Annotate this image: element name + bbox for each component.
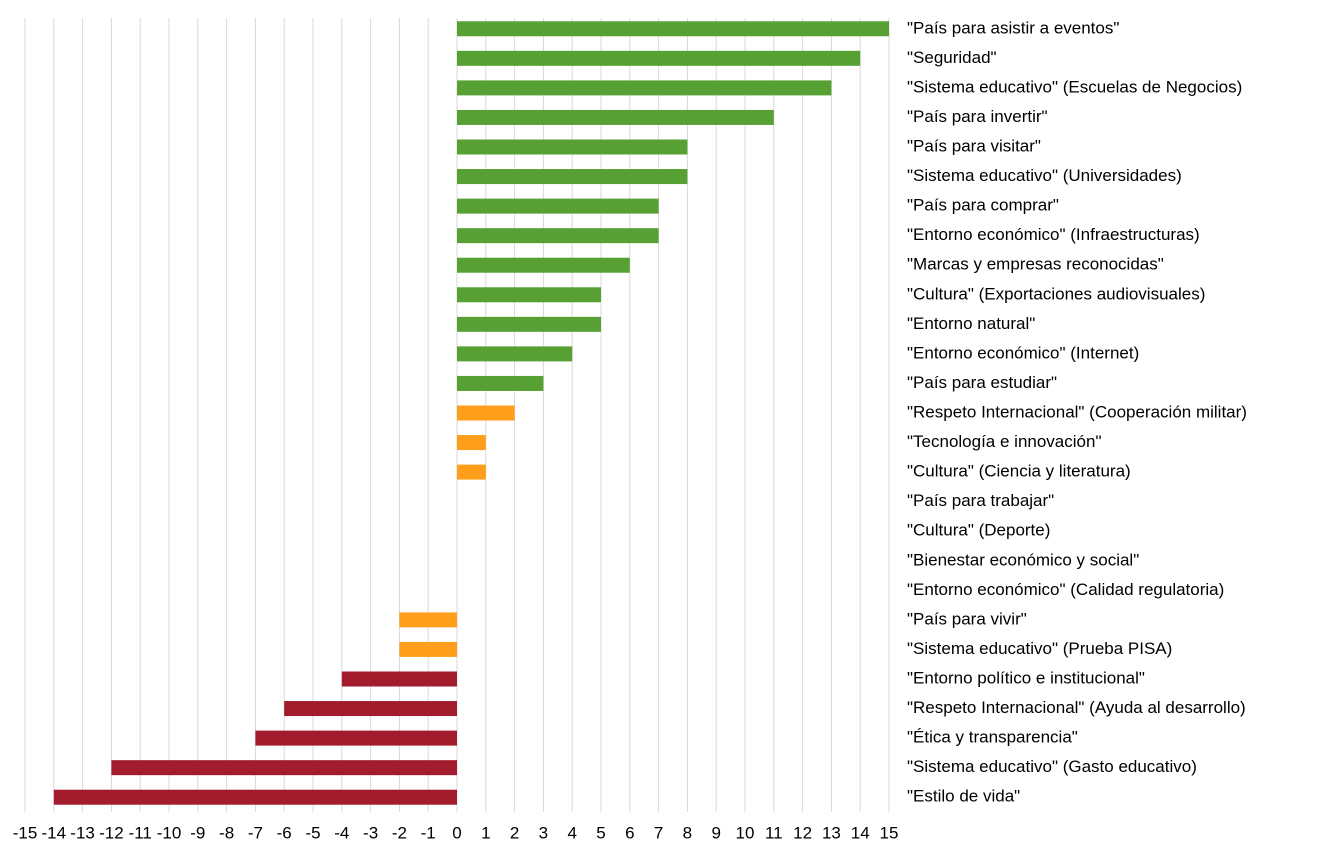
x-tick-label: 12	[793, 823, 812, 842]
bar	[457, 375, 544, 391]
x-tick-label: -5	[305, 823, 320, 842]
category-label: "Entorno político e institucional"	[907, 668, 1145, 687]
category-label: "País para vivir"	[907, 609, 1027, 628]
bar	[457, 287, 601, 303]
x-tick-label: -9	[190, 823, 205, 842]
category-label: "Ética y transparencia"	[907, 728, 1078, 747]
bar	[255, 730, 457, 746]
x-tick-label: 6	[625, 823, 634, 842]
x-tick-label: -2	[392, 823, 407, 842]
x-tick-label: 5	[596, 823, 605, 842]
bar	[457, 346, 573, 362]
bar	[53, 789, 458, 805]
x-tick-label: 3	[539, 823, 548, 842]
x-tick-label: -7	[248, 823, 263, 842]
x-tick-label: 9	[711, 823, 720, 842]
bar	[399, 641, 457, 657]
x-tick-label: 11	[765, 823, 783, 842]
category-label: "Estilo de vida"	[907, 787, 1020, 806]
x-tick-label: 15	[880, 823, 899, 842]
bar	[457, 464, 486, 480]
category-label: "País para visitar"	[907, 136, 1041, 155]
bar	[457, 257, 630, 273]
x-tick-label: 1	[481, 823, 490, 842]
category-label: "Sistema educativo" (Universidades)	[907, 166, 1182, 185]
x-tick-label: 10	[736, 823, 755, 842]
category-label: "País para comprar"	[907, 196, 1059, 215]
x-tick-label: 4	[567, 823, 576, 842]
category-label: "País para estudiar"	[907, 373, 1057, 392]
category-label: "Bienestar económico y social"	[907, 550, 1139, 569]
category-label: "Entorno económico" (Infraestructuras)	[907, 225, 1200, 244]
bar	[457, 316, 601, 332]
bar	[457, 169, 688, 185]
x-tick-label: 8	[683, 823, 692, 842]
category-label: "Sistema educativo" (Prueba PISA)	[907, 639, 1172, 658]
bar	[457, 405, 515, 421]
bar	[457, 109, 774, 125]
category-label: "Tecnología e innovación"	[907, 432, 1101, 451]
category-label: "Cultura" (Exportaciones audiovisuales)	[907, 284, 1205, 303]
category-label: "Entorno económico" (Calidad regulatoria…	[907, 580, 1224, 599]
category-label: "Respeto Internacional" (Cooperación mil…	[907, 402, 1247, 421]
category-label: "Cultura" (Ciencia y literatura)	[907, 462, 1131, 481]
x-tick-label: 2	[510, 823, 519, 842]
x-tick-label: -8	[219, 823, 234, 842]
bar	[457, 198, 659, 214]
category-label: "País para asistir a eventos"	[907, 18, 1119, 37]
category-label: "País para invertir"	[907, 107, 1048, 126]
bar	[457, 21, 889, 37]
bar	[457, 80, 832, 96]
category-label: "Entorno natural"	[907, 314, 1035, 333]
x-tick-label: -3	[363, 823, 378, 842]
x-tick-label: -14	[42, 823, 67, 842]
x-tick-label: 0	[452, 823, 461, 842]
x-tick-label: -1	[421, 823, 436, 842]
x-tick-label: 7	[654, 823, 663, 842]
bar	[341, 671, 457, 687]
category-label: "Marcas y empresas reconocidas"	[907, 255, 1164, 274]
category-label: "Cultura" (Deporte)	[907, 521, 1050, 540]
category-label: "Seguridad"	[907, 48, 997, 67]
category-label: "Sistema educativo" (Gasto educativo)	[907, 757, 1197, 776]
bar	[457, 435, 486, 451]
bar	[457, 139, 688, 155]
bar	[284, 701, 457, 717]
x-tick-label: -6	[277, 823, 292, 842]
bar	[399, 612, 457, 628]
bar	[457, 228, 659, 244]
bar	[457, 50, 861, 66]
x-tick-label: -15	[13, 823, 38, 842]
x-tick-label: 13	[822, 823, 841, 842]
x-tick-label: -10	[157, 823, 182, 842]
bar	[111, 760, 458, 776]
x-tick-label: -12	[99, 823, 124, 842]
category-label: "Respeto Internacional" (Ayuda al desarr…	[907, 698, 1246, 717]
x-tick-label: -13	[70, 823, 95, 842]
x-tick-label: 14	[851, 823, 870, 842]
category-label: "Sistema educativo" (Escuelas de Negocio…	[907, 77, 1242, 96]
x-tick-label: -4	[334, 823, 349, 842]
x-tick-label: -11	[129, 823, 152, 842]
category-label: "País para trabajar"	[907, 491, 1054, 510]
category-label: "Entorno económico" (Internet)	[907, 343, 1139, 362]
